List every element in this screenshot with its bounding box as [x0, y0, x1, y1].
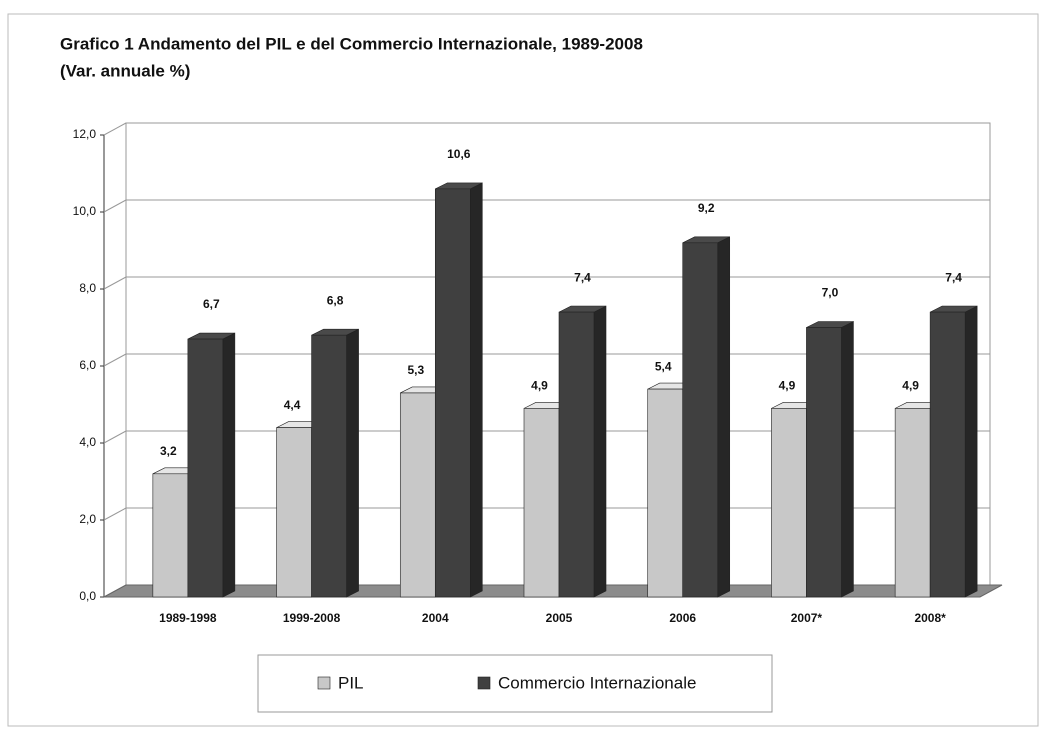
y-tick-label: 10,0 — [73, 204, 97, 218]
y-tick-label: 0,0 — [79, 589, 96, 603]
value-label: 4,9 — [902, 379, 919, 393]
bar-side — [346, 328, 359, 598]
bar — [771, 408, 807, 598]
legend-label: PIL — [338, 673, 364, 692]
grid-line — [103, 122, 127, 136]
grid-line — [103, 430, 127, 444]
page-frame — [7, 13, 1039, 727]
y-tick-label: 2,0 — [79, 512, 96, 526]
x-tick-label: 1989-1998 — [159, 611, 217, 625]
y-tick-label: 8,0 — [79, 281, 96, 295]
chart-title: Grafico 1 Andamento del PIL e del Commer… — [60, 34, 643, 53]
x-tick-label: 2005 — [546, 611, 573, 625]
legend-label: Commercio Internazionale — [498, 673, 696, 692]
value-label: 4,9 — [531, 379, 548, 393]
legend-box — [257, 654, 773, 713]
bar — [894, 408, 931, 598]
bar — [558, 311, 595, 598]
value-label: 7,4 — [574, 270, 591, 284]
grid-line — [103, 199, 127, 213]
bar-side — [717, 236, 731, 598]
bar — [929, 311, 966, 598]
value-label: 4,4 — [284, 398, 301, 412]
bar — [187, 338, 224, 598]
bar-side — [593, 305, 607, 598]
grid-line — [103, 353, 127, 367]
x-tick-label: 2006 — [669, 611, 696, 625]
bar-side — [964, 305, 978, 598]
y-tick-label: 12,0 — [73, 127, 97, 141]
bar — [682, 242, 719, 598]
bar — [434, 188, 471, 598]
bar-side — [469, 182, 483, 598]
y-tick-label: 4,0 — [79, 435, 96, 449]
x-tick-label: 2007* — [791, 611, 823, 625]
value-label: 7,0 — [822, 286, 839, 300]
value-label: 6,7 — [203, 297, 220, 311]
bar — [523, 408, 560, 598]
bar — [647, 388, 684, 598]
bar — [152, 473, 189, 598]
bar-side — [222, 332, 236, 598]
y-tick-label: 6,0 — [79, 358, 96, 372]
value-label: 5,4 — [655, 359, 672, 373]
value-label: 6,8 — [327, 293, 344, 307]
bar-side — [841, 321, 854, 598]
grid-line — [103, 276, 127, 290]
value-label: 9,2 — [698, 201, 715, 215]
value-label: 7,4 — [945, 270, 962, 284]
value-label: 10,6 — [447, 147, 471, 161]
x-tick-label: 2008* — [914, 611, 946, 625]
value-label: 5,3 — [407, 363, 424, 377]
bar — [399, 392, 436, 598]
legend-swatch — [477, 676, 491, 690]
value-label: 4,9 — [779, 379, 796, 393]
x-tick-label: 2004 — [422, 611, 449, 625]
legend-swatch — [317, 676, 331, 690]
x-tick-label: 1999-2008 — [283, 611, 341, 625]
bar — [806, 327, 842, 598]
chart-subtitle: (Var. annuale %) — [60, 61, 190, 80]
value-label: 3,2 — [160, 444, 177, 458]
bar — [311, 334, 347, 598]
bar — [276, 427, 312, 598]
grid-line — [103, 507, 127, 521]
